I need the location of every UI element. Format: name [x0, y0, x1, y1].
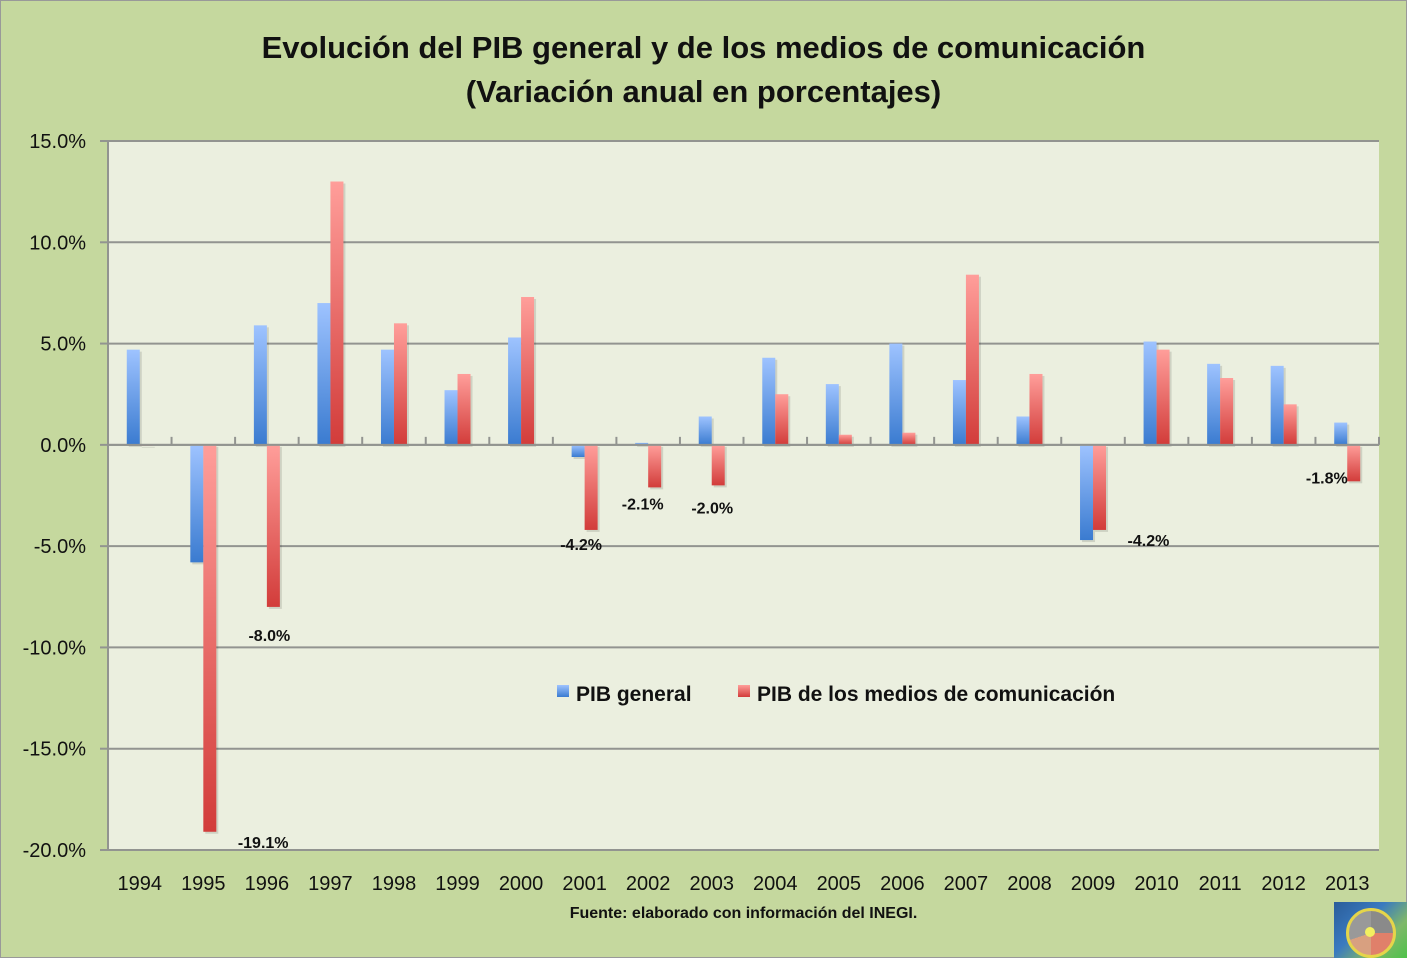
x-tick-label: 1997: [308, 873, 353, 895]
bar-pib-medios: [393, 323, 407, 445]
x-tick-label: 1999: [435, 873, 480, 895]
bar-pib-general: [1080, 444, 1094, 541]
y-tick-label: 0.0%: [40, 435, 86, 457]
legend-item: PIB general: [557, 683, 692, 706]
legend-swatch: [738, 685, 750, 697]
bar-pib-general: [1016, 416, 1030, 445]
data-label: -2.0%: [691, 500, 733, 517]
x-tick-label: 1996: [245, 873, 290, 895]
bar-pib-medios: [648, 444, 662, 488]
legend-item: PIB de los medios de comunicación: [738, 683, 1115, 706]
bar-pib-general: [317, 303, 331, 445]
data-label: -4.2%: [560, 537, 602, 554]
x-tick-label: 2010: [1134, 873, 1179, 895]
y-tick-label: 15.0%: [29, 131, 86, 153]
bar-pib-medios: [838, 434, 852, 445]
chart-title: Evolución del PIB general y de los medio…: [261, 30, 1146, 65]
source-note: Fuente: elaborado con información del IN…: [569, 905, 918, 922]
bar-pib-medios: [1220, 378, 1234, 445]
x-tick-label: 2002: [626, 873, 671, 895]
x-tick-label: 2000: [499, 873, 544, 895]
bar-pib-medios: [1283, 404, 1297, 445]
x-tick-label: 2013: [1325, 873, 1370, 895]
bar-pib-general: [190, 444, 204, 563]
x-tick-label: 1998: [372, 873, 417, 895]
x-tick-label: 2004: [753, 873, 798, 895]
x-tick-label: 2009: [1071, 873, 1116, 895]
bar-pib-general: [762, 357, 776, 445]
x-tick-label: 2008: [1007, 873, 1052, 895]
data-label: -19.1%: [238, 835, 289, 852]
bar-pib-medios: [1029, 373, 1043, 445]
bar-pib-general: [253, 325, 267, 445]
x-tick-label: 2001: [562, 873, 607, 895]
y-tick-label: -10.0%: [23, 637, 87, 659]
y-tick-label: -20.0%: [23, 840, 87, 862]
bar-pib-general: [1334, 422, 1348, 445]
bar-pib-medios: [1156, 349, 1170, 445]
bar-pib-general: [952, 380, 966, 445]
bar-shadow: [141, 446, 155, 448]
x-tick-label: 2003: [689, 873, 734, 895]
bar-pib-medios: [266, 444, 280, 607]
bar-pib-general: [508, 337, 522, 445]
bar-pib-general: [444, 390, 458, 445]
legend-label: PIB general: [576, 683, 692, 706]
data-label: -2.1%: [622, 496, 664, 513]
bar-pib-general: [889, 343, 903, 445]
x-tick-label: 2006: [880, 873, 925, 895]
bar-pib-medios: [711, 444, 725, 486]
bar-pib-general: [825, 384, 839, 445]
bar-pib-general: [698, 416, 712, 445]
bar-pib-general: [380, 349, 394, 445]
bar-pib-general: [1207, 363, 1221, 445]
bar-pib-general: [1143, 341, 1157, 445]
x-tick-label: 1995: [181, 873, 226, 895]
data-label: -1.8%: [1306, 470, 1348, 487]
data-label: -8.0%: [248, 628, 290, 645]
bar-pib-general: [635, 442, 649, 445]
bar-pib-medios: [330, 181, 344, 445]
x-tick-label: 2005: [817, 873, 862, 895]
x-tick-label: 2007: [944, 873, 989, 895]
y-tick-label: 5.0%: [40, 334, 86, 356]
bar-pib-general: [571, 444, 585, 458]
bar-pib-general: [126, 349, 140, 445]
bar-pib-general: [1270, 365, 1284, 445]
bar-pib-medios: [775, 394, 789, 445]
x-tick-label: 2012: [1261, 873, 1306, 895]
bar-pib-medios: [965, 274, 979, 445]
y-tick-label: -5.0%: [34, 536, 86, 558]
y-tick-label: -15.0%: [23, 739, 87, 761]
bar-pib-medios: [203, 444, 217, 832]
bar-pib-medios: [584, 444, 598, 530]
bar-pib-medios: [457, 373, 471, 445]
data-label: -4.2%: [1128, 533, 1170, 550]
logo-image: [1334, 902, 1407, 958]
bar-pib-medios: [1347, 444, 1361, 482]
y-tick-label: 10.0%: [29, 232, 86, 254]
legend-label: PIB de los medios de comunicación: [757, 683, 1115, 706]
chart-subtitle: (Variación anual en porcentajes): [465, 74, 942, 109]
bar-pib-medios: [521, 296, 535, 445]
plot-area: [108, 141, 1379, 850]
legend-swatch: [557, 685, 569, 697]
bar-pib-medios: [1093, 444, 1107, 530]
x-tick-label: 1994: [118, 873, 163, 895]
bar-pib-medios: [902, 432, 916, 445]
x-tick-label: 2011: [1199, 873, 1242, 895]
